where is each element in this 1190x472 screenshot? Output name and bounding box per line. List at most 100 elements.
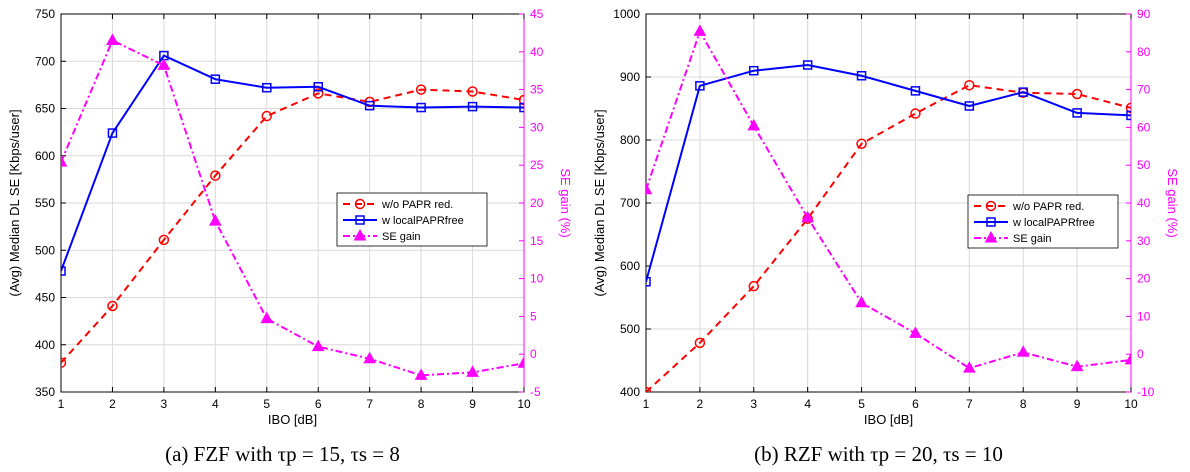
data-point [693, 24, 707, 36]
legend-marker [985, 200, 997, 212]
data-point [855, 295, 868, 308]
y-tick-label: 550 [35, 196, 55, 210]
data-point [802, 60, 813, 70]
y-tick-label: 800 [620, 133, 640, 147]
legend-entry: w/o PAPR red. [1012, 201, 1084, 213]
series-w-localpaprfree [646, 60, 1131, 287]
x-tick-label: 2 [697, 397, 704, 411]
y-tick-label: 600 [620, 259, 640, 273]
data-point [518, 94, 524, 106]
data-point [1016, 345, 1030, 357]
x-tick-label: 4 [804, 397, 811, 411]
y-axis-label: (Avg) Median DL SE [Kbps/user] [592, 109, 607, 296]
y-tick-label: 500 [35, 243, 55, 257]
x-tick-label: 1 [58, 397, 65, 411]
data-point [466, 365, 479, 377]
data-point [1071, 88, 1083, 100]
data-point [61, 155, 68, 167]
x-tick-label: 3 [750, 397, 757, 411]
series-line [61, 54, 524, 272]
x-tick-label: 5 [858, 397, 865, 411]
y2-tick-label: 35 [530, 83, 544, 97]
data-point [157, 58, 171, 70]
y-tick-label: 700 [35, 54, 55, 68]
data-point [210, 170, 221, 181]
y-tick-label: 400 [35, 338, 55, 352]
y2-tick-label: 0 [530, 347, 537, 361]
data-point [910, 86, 921, 96]
legend-entry: SE gain [1013, 233, 1052, 245]
legend-entry: w localPAPRfree [381, 215, 464, 227]
y-tick-label: 750 [35, 7, 55, 21]
y2-axis-label: SE gain (%) [1165, 168, 1180, 237]
series-w-localpaprfree [61, 50, 524, 276]
data-point [107, 128, 118, 138]
x-tick-label: 1 [643, 397, 650, 411]
x-tick-label: 3 [161, 397, 168, 411]
x-tick-label: 7 [366, 397, 373, 411]
y-tick-label: 500 [620, 322, 640, 336]
y-tick-label: 350 [35, 385, 55, 399]
data-point [1070, 359, 1084, 372]
data-point [414, 368, 428, 380]
data-point [210, 74, 221, 84]
data-point [747, 118, 761, 131]
data-point [646, 277, 651, 287]
data-point [1124, 352, 1131, 365]
data-point [695, 81, 705, 91]
data-point [1126, 110, 1131, 121]
data-point [467, 86, 478, 97]
y2-tick-label: 80 [1137, 45, 1151, 59]
data-point [364, 100, 375, 111]
data-point [856, 138, 867, 150]
y2-tick-label: 25 [530, 158, 544, 172]
y-tick-label: 400 [620, 385, 640, 399]
data-point [416, 102, 426, 113]
y2-tick-label: -10 [1137, 385, 1155, 399]
data-point [1018, 87, 1028, 97]
x-tick-label: 8 [418, 397, 425, 411]
series-se-gain [646, 24, 1131, 373]
x-tick-label: 8 [1020, 397, 1027, 411]
series-line [646, 64, 1131, 283]
series-wo-papr [646, 79, 1131, 392]
data-point [964, 79, 975, 91]
y2-tick-label: 15 [530, 234, 544, 248]
x-tick-label: 10 [1124, 397, 1138, 411]
x-axis-label: IBO [dB] [268, 412, 317, 427]
legend-marker [986, 217, 996, 227]
x-tick-label: 7 [966, 397, 973, 411]
y2-tick-label: -5 [530, 385, 541, 399]
data-point [262, 82, 272, 93]
series-line [61, 39, 524, 377]
data-point [910, 108, 921, 119]
data-point [107, 300, 118, 312]
chart-a: 1 2 3 4 5 6 7 8 9 10350400450500550600650700750-5… [7, 7, 573, 466]
legend: w/o PAPR red. w localPAPRfree SE gain [967, 194, 1119, 249]
data-point [1072, 108, 1082, 118]
x-tick-label: 6 [912, 397, 919, 411]
data-point [856, 70, 867, 81]
legend-marker [355, 215, 365, 225]
y2-tick-label: 5 [530, 309, 537, 323]
x-tick-label: 9 [469, 397, 476, 411]
x-axis-label: IBO [dB] [864, 412, 913, 427]
y2-tick-label: 20 [1137, 272, 1151, 286]
data-point [208, 214, 222, 226]
y2-tick-label: 20 [530, 196, 544, 210]
data-point [261, 110, 273, 122]
series-se-gain [61, 33, 524, 380]
y-axis-label: (Avg) Median DL SE [Kbps/user] [7, 109, 22, 296]
data-point [467, 101, 478, 112]
series-line [646, 30, 1131, 370]
y2-tick-label: 0 [1137, 347, 1144, 361]
series-line [646, 84, 1131, 392]
data-point [519, 102, 524, 113]
y-tick-label: 1000 [613, 7, 640, 21]
data-point [61, 357, 67, 368]
x-tick-label: 10 [517, 397, 531, 411]
chart-b: 1 2 3 4 5 6 7 8 9 10 400 500 600 700 800 900 1000 -10 0 10 2… [592, 7, 1180, 466]
legend-entry: SE gain [382, 231, 421, 243]
y-tick-label: 900 [620, 70, 640, 84]
